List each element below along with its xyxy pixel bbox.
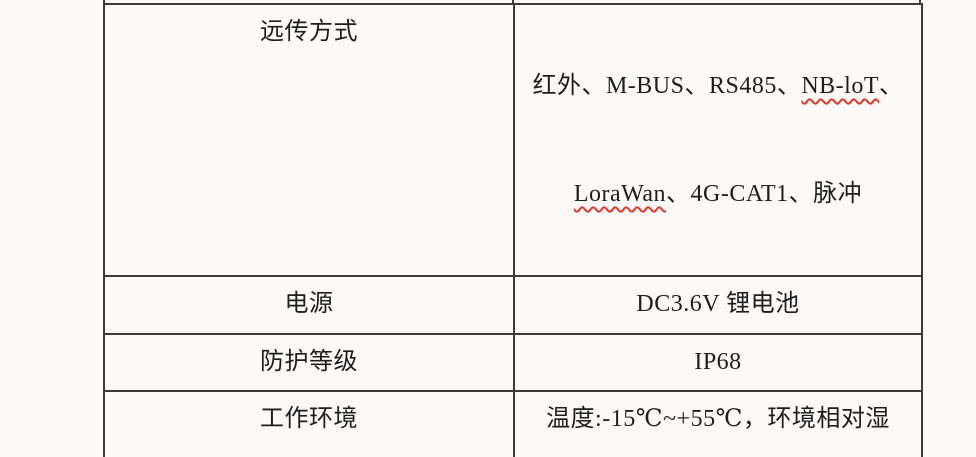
- table-row-power: 电源 DC3.6V 锂电池: [103, 275, 923, 335]
- spec-value-protection-grade: IP68: [513, 333, 923, 392]
- table-gridline-stub-left: [103, 0, 105, 5]
- spec-label-working-environment: 工作环境: [103, 390, 515, 457]
- spec-value-power: DC3.6V 锂电池: [513, 275, 923, 335]
- spec-label-protection-grade: 防护等级: [103, 333, 515, 392]
- value-text: 、: [879, 73, 904, 99]
- spec-table: 远传方式 红外、M-BUS、RS485、NB-loT、 LoraWan、4G-C…: [103, 3, 923, 457]
- spec-label-power: 电源: [103, 275, 515, 335]
- value-line-2: LoraWan、4G-CAT1、脉冲: [515, 167, 921, 221]
- table-gridline-stub-middle: [512, 0, 514, 5]
- misspelled-term-nbiot: NB-loT: [801, 73, 880, 99]
- table-row-remote-transmission: 远传方式 红外、M-BUS、RS485、NB-loT、 LoraWan、4G-C…: [103, 3, 923, 277]
- value-line-1: 红外、M-BUS、RS485、NB-loT、: [515, 59, 921, 113]
- misspelled-term-lorawan: LoraWan: [573, 181, 666, 207]
- spec-value-working-environment: 温度:-15℃~+55℃，环境相对湿 度:<90%: [513, 390, 923, 457]
- table-row-working-environment: 工作环境 温度:-15℃~+55℃，环境相对湿 度:<90%: [103, 390, 923, 457]
- value-text: 、4G-CAT1、脉冲: [666, 181, 863, 207]
- table-row-protection-grade: 防护等级 IP68: [103, 333, 923, 392]
- spec-value-remote-transmission: 红外、M-BUS、RS485、NB-loT、 LoraWan、4G-CAT1、脉…: [513, 3, 923, 277]
- spec-label-remote-transmission: 远传方式: [103, 3, 515, 277]
- table-gridline-stub-right: [919, 0, 921, 5]
- value-text: 红外、M-BUS、RS485、: [532, 73, 802, 99]
